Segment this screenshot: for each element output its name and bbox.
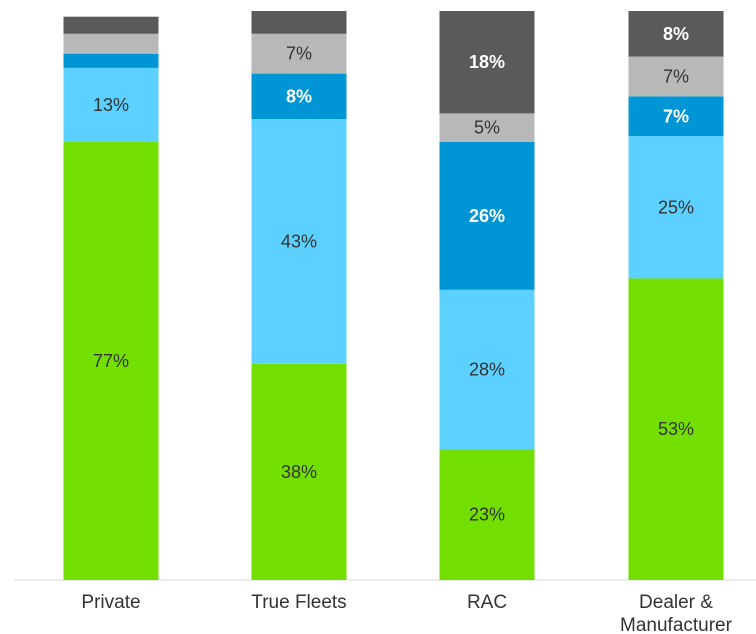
bar-segment-rac-0 bbox=[439, 449, 535, 580]
data-label-private-0: 77% bbox=[93, 351, 129, 371]
bar-segment-dealer-manufacturer-2 bbox=[628, 96, 724, 137]
bar-segment-dealer-manufacturer-4 bbox=[628, 11, 724, 57]
bar-segment-rac-1 bbox=[439, 289, 535, 450]
data-label-true-fleets-2: 8% bbox=[286, 86, 312, 106]
bar-segment-private-2 bbox=[63, 53, 159, 68]
data-label-rac-0: 23% bbox=[469, 505, 505, 525]
category-label-rac: RAC bbox=[467, 592, 507, 613]
bar-segment-rac-2 bbox=[439, 141, 535, 290]
bar-segment-dealer-manufacturer-3 bbox=[628, 56, 724, 97]
bars-group bbox=[63, 11, 724, 580]
data-label-true-fleets-1: 43% bbox=[281, 231, 317, 251]
category-label-private: Private bbox=[81, 592, 140, 613]
data-label-private-1: 13% bbox=[93, 95, 129, 115]
bar-segment-true-fleets-4 bbox=[251, 11, 347, 34]
bar-segment-private-4 bbox=[63, 16, 159, 34]
bar-segment-true-fleets-2 bbox=[251, 73, 347, 120]
category-label-dealer-manufacturer: Dealer & Manufacturer bbox=[620, 592, 733, 634]
data-label-rac-4: 18% bbox=[469, 52, 505, 72]
data-label-dealer-manufacturer-3: 7% bbox=[663, 66, 689, 86]
bar-segment-true-fleets-1 bbox=[251, 119, 347, 364]
labels-group: 77% 13% Private 38% 43% 8% 7% True Fleets 23% 28%… bbox=[81, 24, 732, 634]
bar-segment-private-3 bbox=[63, 33, 159, 54]
bar-segment-rac-4 bbox=[439, 11, 535, 114]
category-label-true-fleets: True Fleets bbox=[251, 592, 346, 613]
data-label-dealer-manufacturer-4: 8% bbox=[663, 24, 689, 44]
bar-segment-dealer-manufacturer-1 bbox=[628, 136, 724, 279]
data-label-rac-2: 26% bbox=[469, 206, 505, 226]
data-label-true-fleets-0: 38% bbox=[281, 462, 317, 482]
bar-segment-private-1 bbox=[63, 67, 159, 142]
bar-segment-rac-3 bbox=[439, 113, 535, 142]
data-label-rac-3: 5% bbox=[474, 118, 500, 138]
bar-segment-private-0 bbox=[63, 141, 159, 580]
bar-segment-true-fleets-0 bbox=[251, 363, 347, 580]
bar-segment-dealer-manufacturer-0 bbox=[628, 278, 724, 580]
data-label-dealer-manufacturer-1: 25% bbox=[658, 197, 694, 217]
bar-segment-true-fleets-3 bbox=[251, 33, 347, 74]
data-label-rac-1: 28% bbox=[469, 359, 505, 379]
data-label-dealer-manufacturer-2: 7% bbox=[663, 106, 689, 126]
data-label-true-fleets-3: 7% bbox=[286, 44, 312, 64]
data-label-dealer-manufacturer-0: 53% bbox=[658, 419, 694, 439]
